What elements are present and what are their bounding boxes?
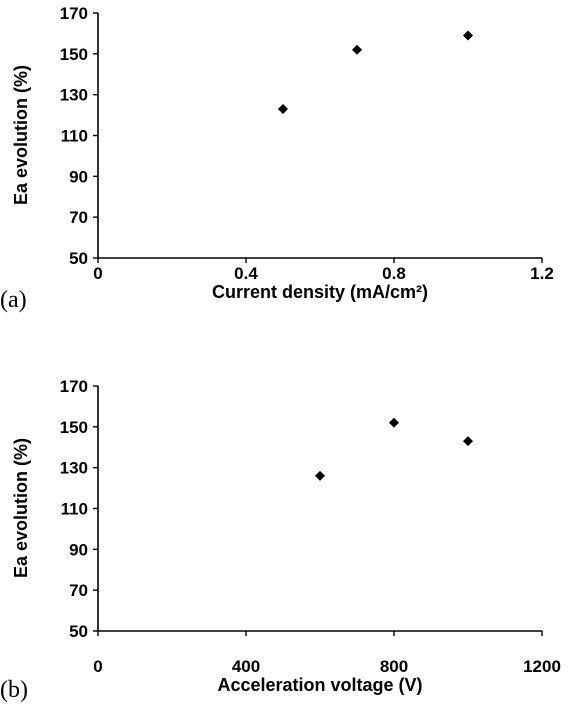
y-tick-label: 170 xyxy=(60,4,88,23)
y-tick-label: 70 xyxy=(69,208,88,227)
y-axis-label: Ea evolution (%) xyxy=(11,65,31,205)
x-tick-label: 1200 xyxy=(523,657,561,676)
y-tick-label: 90 xyxy=(69,167,88,186)
panel-label: (b) xyxy=(0,677,28,703)
y-tick-label: 90 xyxy=(69,540,88,559)
x-tick-label: 800 xyxy=(380,657,408,676)
x-axis-label: Current density (mA/cm²) xyxy=(212,282,428,302)
chart-a: 50 70 90 110 130 150 170 0 0.4 0.8 1.2 (a) Current… xyxy=(0,4,554,313)
y-tick-label: 170 xyxy=(60,377,88,396)
y-tick-label: 50 xyxy=(69,622,88,641)
data-point xyxy=(278,103,288,114)
x-tick-label: 400 xyxy=(232,657,260,676)
data-point xyxy=(463,436,473,447)
y-tick-label: 50 xyxy=(69,249,88,268)
y-tick-label: 150 xyxy=(60,418,88,437)
y-tick-label: 130 xyxy=(60,459,88,478)
x-tick-label: 1.2 xyxy=(530,264,554,283)
y-tick-label: 150 xyxy=(60,45,88,64)
y-axis-label: Ea evolution (%) xyxy=(11,438,31,578)
y-tick-label: 110 xyxy=(61,500,88,519)
x-tick-label: 0 xyxy=(93,264,102,283)
data-point xyxy=(389,417,399,428)
data-point xyxy=(463,30,473,41)
x-axis-label: Acceleration voltage (V) xyxy=(217,675,422,695)
panel-label: (a) xyxy=(0,287,27,313)
x-tick-label: 0.8 xyxy=(382,264,406,283)
data-point xyxy=(315,470,325,481)
y-tick-label: 130 xyxy=(60,86,88,105)
data-point xyxy=(352,44,362,55)
x-tick-label: 0.4 xyxy=(234,264,258,283)
x-tick-label: 0 xyxy=(93,657,102,676)
y-tick-label: 70 xyxy=(69,581,88,600)
y-tick-label: 110 xyxy=(61,127,88,146)
chart-b: 50 70 90 110 130 150 170 0 400 800 1200 (b) Accele… xyxy=(0,377,561,703)
